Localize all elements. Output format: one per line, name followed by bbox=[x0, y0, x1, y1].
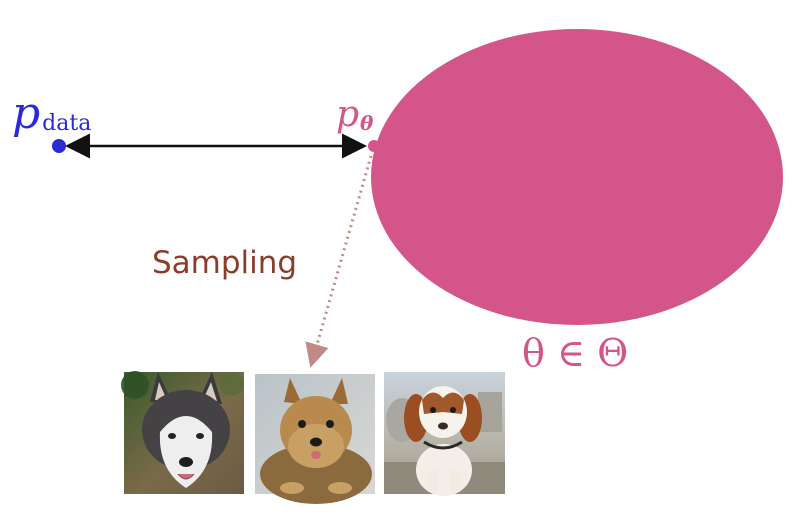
p-theta-label: pθ bbox=[336, 94, 374, 135]
sampling-label: Sampling bbox=[152, 245, 297, 281]
p-theta-point bbox=[368, 140, 380, 152]
theta-in-Theta-label: θ ∈ Θ bbox=[522, 331, 628, 375]
p-data-point bbox=[52, 139, 66, 153]
sampling-dotted-arrow bbox=[305, 155, 373, 368]
p-data-label: pdata bbox=[12, 88, 91, 139]
husky-dog-photo bbox=[121, 371, 244, 494]
yorkshire-terrier-photo bbox=[255, 374, 375, 504]
model-family-ellipse bbox=[371, 29, 783, 325]
spaniel-puppy-photo bbox=[384, 372, 505, 496]
